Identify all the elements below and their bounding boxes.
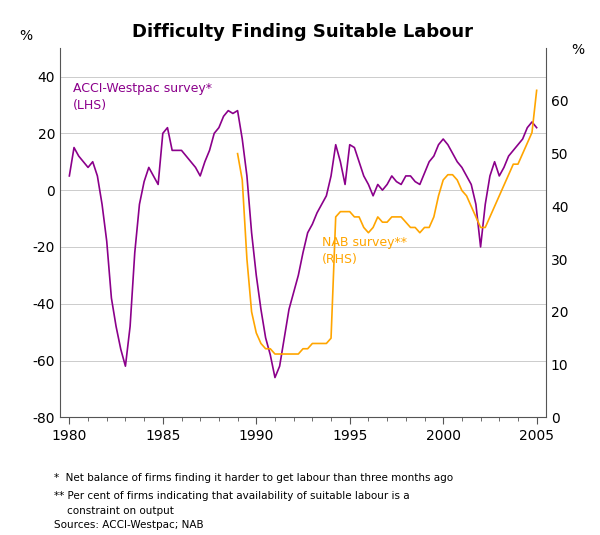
- Text: *  Net balance of firms finding it harder to get labour than three months ago: * Net balance of firms finding it harder…: [54, 473, 453, 484]
- Text: Sources: ACCI-Westpac; NAB: Sources: ACCI-Westpac; NAB: [54, 520, 203, 530]
- Text: ACCI-Westpac survey*
(LHS): ACCI-Westpac survey* (LHS): [73, 82, 212, 112]
- Title: Difficulty Finding Suitable Labour: Difficulty Finding Suitable Labour: [133, 23, 473, 41]
- Text: ** Per cent of firms indicating that availability of suitable labour is a: ** Per cent of firms indicating that ava…: [54, 491, 410, 501]
- Text: NAB survey**
(RHS): NAB survey** (RHS): [322, 235, 407, 265]
- Y-axis label: %: %: [19, 28, 32, 43]
- Text: constraint on output: constraint on output: [54, 506, 174, 516]
- Y-axis label: %: %: [571, 43, 584, 57]
